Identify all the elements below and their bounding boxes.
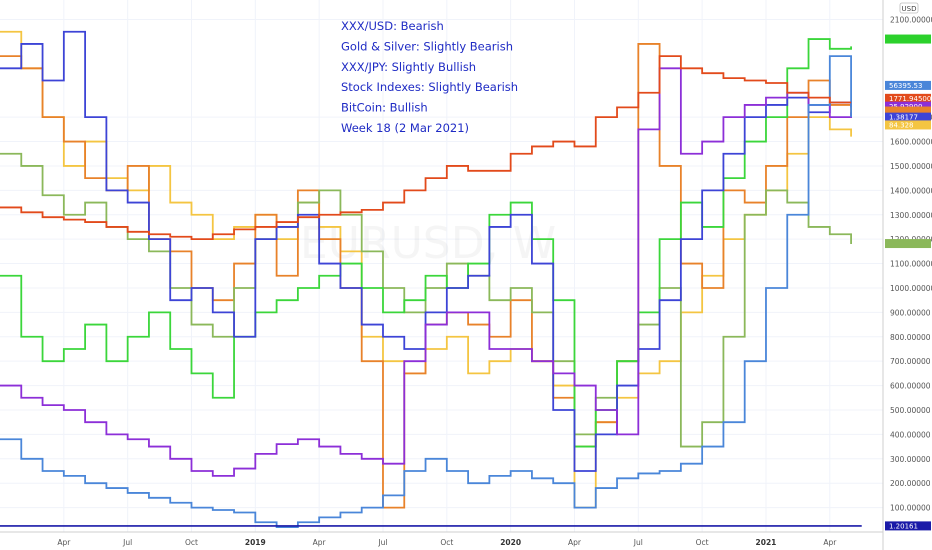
price-tag-box — [885, 93, 931, 103]
y-tick-label: 1500.00000 — [890, 162, 932, 171]
series-line-4 — [0, 38, 852, 448]
x-tick-label: Jul — [377, 538, 387, 547]
x-tick-label: Oct — [440, 538, 453, 547]
annotation-line: BitCoin: Bullish — [341, 101, 428, 115]
price-tag-label: 1771.94500 — [889, 95, 931, 103]
price-tag-box — [885, 120, 931, 130]
x-tick-label: Jul — [633, 538, 643, 547]
price-tag-label: 84.328 — [889, 122, 914, 130]
price-tag-box — [885, 34, 931, 44]
x-tick-label: Oct — [696, 538, 709, 547]
y-tick-label: 1100.00000 — [890, 260, 932, 269]
y-tick-label: 900.00000 — [890, 308, 931, 317]
price-tag: 1.20161 — [885, 521, 931, 530]
series-layer — [0, 30, 862, 529]
price-tag-box — [885, 106, 931, 116]
price-tag — [885, 239, 931, 249]
series-line-8 — [0, 55, 852, 241]
series-line-5 — [0, 30, 852, 472]
price-tag — [885, 34, 931, 44]
x-tick-label: Apr — [313, 538, 327, 547]
annotation-line: XXX/USD: Bearish — [341, 19, 444, 33]
price-tag: 84.328 — [885, 120, 931, 130]
y-tick-label: 1000.00000 — [890, 284, 932, 293]
x-tick-label: 2019 — [245, 538, 266, 547]
price-tag-box — [885, 239, 931, 249]
x-tick-label: Apr — [57, 538, 71, 547]
x-tick-label: 2021 — [756, 538, 777, 547]
unit-label: USD — [902, 5, 917, 13]
y-tick-label: 2100.00000 — [890, 16, 932, 25]
y-tick-label: 800.00000 — [890, 333, 931, 342]
annotation-line: XXX/JPY: Slightly Bullish — [341, 60, 476, 74]
y-tick-label: 300.00000 — [890, 455, 931, 464]
price-tag: 1.38177 — [885, 112, 931, 122]
y-tick-label: 1300.00000 — [890, 211, 932, 220]
price-tag-label: 56395.53 — [889, 82, 922, 90]
x-tick-label: 2020 — [500, 538, 521, 547]
x-tick-label: Apr — [823, 538, 837, 547]
annotation-box: XXX/USD: Bearish Gold & Silver: Slightly … — [341, 19, 518, 135]
y-tick-label: 500.00000 — [890, 406, 931, 415]
x-tick-label: Oct — [185, 538, 198, 547]
series-line-7 — [0, 55, 852, 529]
series-line-6 — [0, 67, 852, 477]
watermark: EURUSD, W — [300, 218, 556, 269]
price-tag-label: 1.38177 — [889, 114, 918, 122]
y-tick-label: 1600.00000 — [890, 138, 932, 147]
y-tick-label: 100.00000 — [890, 504, 931, 513]
price-tag-box — [885, 80, 931, 90]
x-tick-label: Jul — [122, 538, 132, 547]
price-tag: 1771.94500 — [885, 93, 931, 103]
price-tag-box — [885, 112, 931, 122]
price-tag — [885, 106, 931, 116]
y-tick-label: 700.00000 — [890, 357, 931, 366]
y-tick-label: 400.00000 — [890, 430, 931, 439]
price-tag: 56395.53 — [885, 80, 931, 90]
annotation-line: Gold & Silver: Slightly Bearish — [341, 39, 513, 53]
price-tag-box — [885, 101, 931, 111]
time-axis[interactable]: Apr Jul Oct 2019 Apr Jul Oct 2020 Apr Jul Oct 2021 A… — [57, 538, 837, 547]
price-tag-label: 1.20161 — [889, 522, 918, 530]
y-tick-label: 1400.00000 — [890, 186, 932, 195]
price-tag-box — [885, 521, 931, 531]
x-tick-label: Apr — [568, 538, 582, 547]
price-tags: 56395.531771.9450025.929001.3817784.3281… — [885, 34, 931, 530]
y-tick-label: 200.00000 — [890, 479, 931, 488]
y-tick-label: 600.00000 — [890, 382, 931, 391]
annotation-line: Stock Indexes: Slightly Bearish — [341, 80, 518, 94]
annotation-line: Week 18 (2 Mar 2021) — [341, 121, 469, 135]
unit-badge[interactable]: USD — [899, 2, 919, 14]
